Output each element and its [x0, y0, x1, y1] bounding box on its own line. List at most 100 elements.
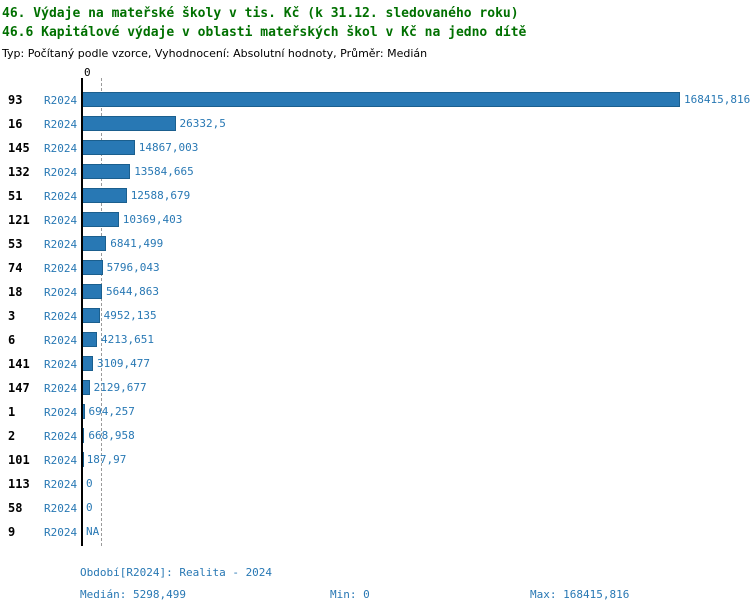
row-series-label: R2024: [44, 453, 78, 467]
chart-title-line1: 46. Výdaje na mateřské školy v tis. Kč (…: [2, 6, 519, 21]
bar-value-label: 694,257: [88, 405, 135, 418]
bar-value-label: 3109,477: [97, 357, 150, 370]
bar-area: 187,97: [82, 452, 750, 468]
bar-value-label: 187,97: [86, 453, 127, 466]
y-axis-line: [81, 78, 83, 546]
row-id-label: 2: [8, 429, 16, 443]
bar-area: 5644,863: [82, 284, 750, 300]
bar-value-label: 12588,679: [130, 189, 191, 202]
chart-row: 53 R2024 6841,499: [0, 232, 750, 256]
bar-area: 2129,677: [82, 380, 750, 396]
chart-row: 18 R2024 5644,863: [0, 280, 750, 304]
bar-area: 14867,003: [82, 140, 750, 156]
row-id-label: 121: [8, 213, 30, 227]
bar-area: 694,257: [82, 404, 750, 420]
row-id-label: 53: [8, 237, 23, 251]
bar-value-label: 10369,403: [122, 213, 183, 226]
row-series-label: R2024: [44, 189, 78, 203]
chart-row: 121 R2024 10369,403: [0, 208, 750, 232]
bar: [82, 116, 176, 131]
median-stat: Medián: 5298,499: [80, 588, 186, 601]
bar-area: 168415,816: [82, 92, 750, 108]
row-id-label: 6: [8, 333, 16, 347]
bar-value-label: 6841,499: [110, 237, 164, 250]
bar-value-label: 26332,5: [179, 117, 226, 130]
row-series-label: R2024: [44, 165, 78, 179]
row-id-label: 141: [8, 357, 30, 371]
row-series-label: R2024: [44, 261, 78, 275]
row-series-label: R2024: [44, 381, 78, 395]
bar: [82, 236, 107, 251]
chart-row: 147 R2024 2129,677: [0, 376, 750, 400]
row-series-label: R2024: [44, 117, 78, 131]
row-series-label: R2024: [44, 285, 78, 299]
bar-value-label: 4952,135: [103, 309, 157, 322]
chart-row: 58 R2024 0: [0, 496, 750, 520]
row-series-label: R2024: [44, 429, 78, 443]
chart-row: 141 R2024 3109,477: [0, 352, 750, 376]
row-id-label: 74: [8, 261, 23, 275]
bar-value-label: 13584,665: [134, 165, 194, 178]
period-label: Období[R2024]: Realita - 2024: [80, 566, 273, 579]
bar: [82, 212, 119, 227]
bar-value-label: 0: [86, 477, 93, 490]
bar-area: 13584,665: [82, 164, 750, 180]
bar-value-label: NA: [86, 525, 100, 538]
bar-value-label: 668,958: [88, 429, 135, 442]
bar-chart: 0 9 3 R2024 168415,816 16 R2024 26332,5 145 R202…: [0, 64, 750, 556]
bar-value-label: 4213,651: [101, 333, 154, 346]
row-series-label: R2024: [44, 141, 78, 155]
row-series-label: R2024: [44, 237, 78, 251]
bar-area: 26332,5: [82, 116, 750, 132]
row-id-label: 58: [8, 501, 23, 515]
bar: [82, 380, 90, 395]
median-line: [100, 78, 102, 546]
row-id-label: 132: [8, 165, 30, 179]
row-id-label: 16: [8, 117, 23, 131]
chart-footer: Období[R2024]: Realita - 2024 Medián: 52…: [80, 566, 750, 601]
row-id-label: 147: [8, 381, 30, 395]
chart-row: 101 R2024 187,97: [0, 448, 750, 472]
chart-rows: 93 R2024 168415,816 16 R2024 26332,5 145 R2024 1…: [0, 88, 750, 544]
row-series-label: R2024: [44, 93, 78, 107]
row-id-label: 18: [8, 285, 23, 299]
bar: [82, 260, 103, 275]
row-series-label: R2024: [44, 501, 78, 515]
max-stat: Max: 168415,816: [530, 588, 630, 601]
x-axis-zero-label: 0: [84, 66, 91, 79]
bar: [82, 188, 127, 203]
chart-header: 46. Výdaje na mateřské školy v tis. Kč (…: [0, 0, 750, 60]
bar-area: 0: [82, 476, 750, 492]
row-series-label: R2024: [44, 213, 78, 227]
row-series-label: R2024: [44, 525, 78, 539]
row-id-label: 51: [8, 189, 23, 203]
chart-row: 113 R2024 0: [0, 472, 750, 496]
row-id-label: 9: [8, 525, 16, 539]
bar: [82, 164, 131, 179]
bar-area: 4952,135: [82, 308, 750, 324]
chart-row: 132 R2024 13584,665: [0, 160, 750, 184]
row-id-label: 145: [8, 141, 30, 155]
row-series-label: R2024: [44, 333, 78, 347]
chart-row: 74 R2024 5796,043: [0, 256, 750, 280]
bar-area: 3109,477: [82, 356, 750, 372]
chart-row: 2 R2024 668,958: [0, 424, 750, 448]
row-id-label: 3: [8, 309, 16, 323]
row-id-label: 101: [8, 453, 30, 467]
bar-area: 0: [82, 500, 750, 516]
row-series-label: R2024: [44, 357, 78, 371]
bar-value-label: 14867,003: [138, 141, 199, 154]
bar-value-label: 0: [86, 501, 93, 514]
chart-row: 145 R2024 14867,003: [0, 136, 750, 160]
bar: [82, 356, 93, 371]
bar-value-label: 5644,863: [106, 285, 159, 298]
bar: [82, 140, 135, 155]
row-series-label: R2024: [44, 309, 78, 323]
bar-area: 12588,679: [82, 188, 750, 204]
chart-row: 9 R2024 NA: [0, 520, 750, 544]
bar: [82, 332, 97, 347]
chart-title-line2: 46.6 Kapitálové výdaje v oblasti mateřsk…: [2, 25, 527, 40]
bar-area: 668,958: [82, 428, 750, 444]
bar-area: NA: [82, 524, 750, 540]
bar-value-label: 5796,043: [106, 261, 160, 274]
